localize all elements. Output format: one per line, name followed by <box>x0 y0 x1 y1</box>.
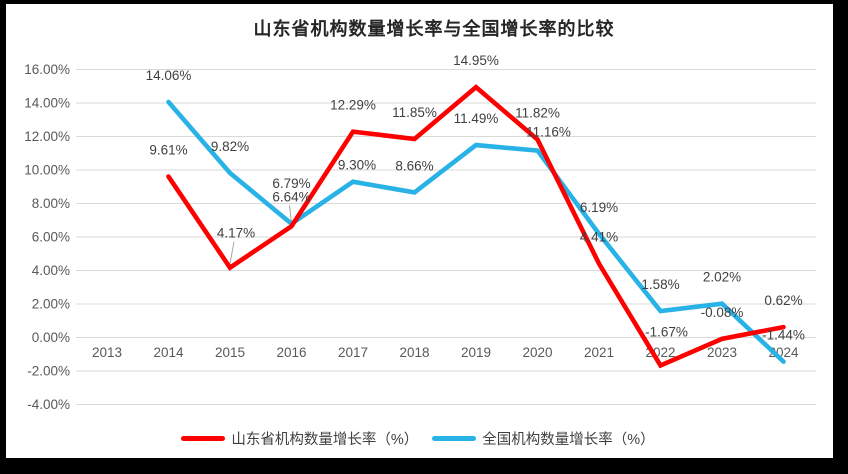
legend-label-shandong: 山东省机构数量增长率（%） <box>231 432 419 448</box>
data-label-shandong-2018: 11.85% <box>392 105 437 120</box>
chart-canvas <box>6 4 833 458</box>
data-label-national-2024: -1.44% <box>762 328 805 343</box>
x-axis-tick-label: 2015 <box>215 345 245 360</box>
y-axis-tick-label: 12.00% <box>24 129 70 144</box>
x-axis-tick-label: 2023 <box>707 345 737 360</box>
x-axis-tick-label: 2016 <box>276 345 306 360</box>
data-label-shandong-2017: 12.29% <box>330 98 376 113</box>
y-axis-tick-label: -2.00% <box>27 364 70 379</box>
data-label-national-2016: 6.79% <box>272 176 310 191</box>
national-line-swatch <box>432 436 477 441</box>
data-label-national-2018: 8.66% <box>395 158 433 173</box>
y-axis-tick-label: 4.00% <box>32 263 70 278</box>
data-label-shandong-2024: 0.62% <box>764 293 802 308</box>
x-axis-tick-label: 2019 <box>461 345 491 360</box>
data-label-shandong-2014: 9.61% <box>149 143 187 158</box>
data-label-shandong-2021: 4.41% <box>580 230 618 245</box>
y-axis-tick-label: 10.00% <box>24 163 70 178</box>
data-label-national-2015: 9.82% <box>211 139 249 154</box>
legend-label-national: 全国机构数量增长率（%） <box>482 432 655 448</box>
x-axis-tick-label: 2020 <box>522 345 552 360</box>
data-label-national-2019: 11.49% <box>454 111 499 126</box>
label-leader-line <box>289 205 292 223</box>
x-axis-tick-label: 2013 <box>92 345 122 360</box>
data-label-national-2021: 6.19% <box>580 200 618 215</box>
x-axis-tick-label: 2018 <box>399 345 429 360</box>
label-leader-line <box>229 241 235 264</box>
x-axis-tick-label: 2014 <box>153 345 184 360</box>
data-label-national-2020: 11.16% <box>526 125 571 140</box>
y-axis-tick-label: 8.00% <box>32 196 70 211</box>
series-line-national <box>166 99 786 364</box>
y-axis-tick-label: 6.00% <box>32 230 70 245</box>
y-axis-tick-label: 16.00% <box>24 62 70 77</box>
data-label-shandong-2019: 14.95% <box>453 53 499 68</box>
data-label-national-2023: 2.02% <box>703 270 741 285</box>
data-label-shandong-2015: 4.17% <box>217 226 255 241</box>
y-axis-tick-label: 14.00% <box>24 96 70 111</box>
data-label-national-2017: 9.30% <box>338 158 376 173</box>
data-label-shandong-2023: -0.08% <box>701 305 744 320</box>
shandong-line-swatch <box>181 436 226 441</box>
series-line-shandong <box>166 84 786 369</box>
data-label-shandong-2020: 11.82% <box>515 106 560 121</box>
x-axis-tick-label: 2021 <box>584 345 614 360</box>
data-label-national-2014: 14.06% <box>146 68 192 83</box>
y-axis-tick-label: 0.00% <box>32 330 70 345</box>
chart-title: 山东省机构数量增长率与全国增长率的比较 <box>253 19 615 39</box>
legend-item-shandong: 山东省机构数量增长率（%） <box>181 428 418 449</box>
data-label-shandong-2022: -1.67% <box>645 324 688 339</box>
x-axis-tick-label: 2017 <box>338 345 368 360</box>
data-label-national-2022: 1.58% <box>641 277 679 292</box>
legend: 山东省机构数量增长率（%） 全国机构数量增长率（%） <box>0 428 842 449</box>
data-label-shandong-2016: 6.64% <box>272 189 310 204</box>
legend-item-national: 全国机构数量增长率（%） <box>432 428 655 449</box>
y-axis-tick-label: -4.00% <box>27 397 70 412</box>
y-axis-tick-label: 2.00% <box>32 297 70 312</box>
